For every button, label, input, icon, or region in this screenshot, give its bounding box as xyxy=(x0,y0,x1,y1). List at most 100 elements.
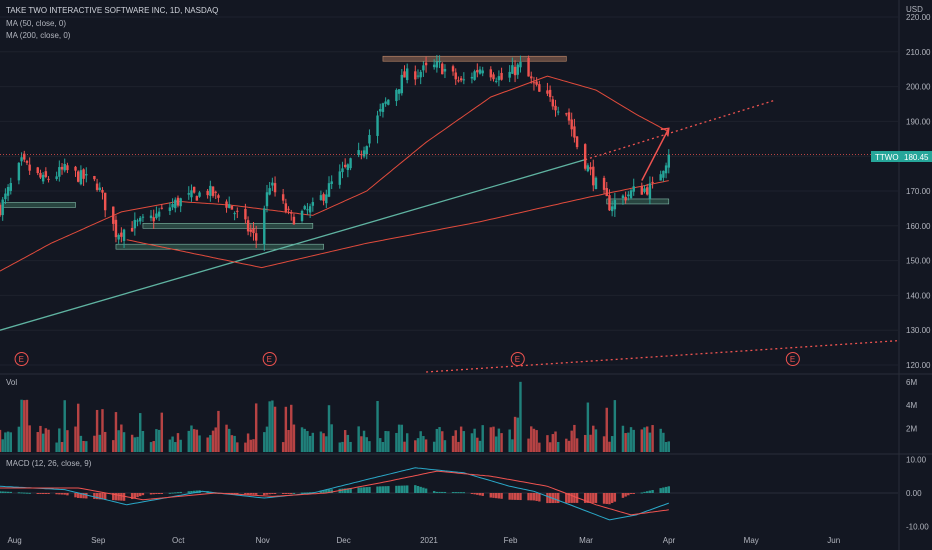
volume-bar xyxy=(454,430,457,452)
volume-bar xyxy=(565,438,568,452)
macd-histogram-bar xyxy=(252,493,255,495)
volume-bar xyxy=(47,429,50,452)
volume-bar xyxy=(319,431,323,452)
projection-arrow xyxy=(641,128,670,181)
candle-body xyxy=(149,215,153,219)
macd-histogram-bar xyxy=(63,493,66,495)
macd-histogram-bar xyxy=(473,493,476,495)
candle-body xyxy=(17,162,21,181)
volume-bar xyxy=(664,442,668,452)
candle-body xyxy=(365,146,368,155)
macd-histogram-bar xyxy=(516,493,519,500)
volume-bar xyxy=(327,405,331,452)
candle-body xyxy=(273,183,277,193)
price-zone xyxy=(606,198,670,205)
price-tick-label: 150.00 xyxy=(906,257,931,266)
candle-body xyxy=(176,197,180,206)
volume-bar xyxy=(548,442,552,452)
candle-body xyxy=(330,181,333,184)
macd-histogram-bar xyxy=(470,493,474,494)
macd-histogram-bar xyxy=(511,493,514,500)
macd-histogram-bar xyxy=(98,493,101,500)
volume-bar xyxy=(395,432,398,452)
volume-bar xyxy=(357,426,360,452)
macd-histogram-bar xyxy=(424,488,428,493)
volume-bar xyxy=(95,409,99,452)
volume-bar xyxy=(252,439,255,452)
volume-bar xyxy=(265,426,269,452)
volume-bar xyxy=(438,427,441,452)
macd-histogram-bar xyxy=(319,490,323,493)
candle-body xyxy=(613,199,617,210)
volume-bar xyxy=(28,425,31,452)
price-candles xyxy=(0,54,670,252)
candle-body xyxy=(457,80,460,82)
macd-histogram-bar xyxy=(422,487,425,493)
candle-body xyxy=(516,64,519,75)
volume-bar xyxy=(368,441,371,452)
macd-histogram-bar xyxy=(287,493,290,494)
macd-histogram-bar xyxy=(66,493,69,496)
volume-bar xyxy=(478,440,482,452)
volume-bar xyxy=(535,430,538,452)
candle-body xyxy=(254,233,258,241)
volume-bar xyxy=(610,436,614,452)
volume-bar xyxy=(76,403,80,452)
volume-bar xyxy=(602,436,606,452)
volume-bar xyxy=(629,427,633,452)
volume-bar xyxy=(103,431,107,452)
volume-bar xyxy=(457,441,460,452)
candle-body xyxy=(527,57,530,77)
axes: 120.00 130.00 140.00 150.00 160.00 170.00 180.… xyxy=(7,13,931,545)
time-tick-label: Feb xyxy=(504,536,518,545)
volume-bar xyxy=(228,428,231,452)
candle-body xyxy=(608,195,611,211)
candle-body xyxy=(387,99,390,105)
candle-body xyxy=(217,195,220,198)
candle-body xyxy=(667,154,670,168)
ticker-symbol: TTWO xyxy=(875,153,899,162)
macd-histogram-bar xyxy=(254,493,258,495)
macd-histogram-bar xyxy=(624,493,627,497)
macd-tick-label: 10.00 xyxy=(906,455,927,464)
volume-bar xyxy=(1,439,4,452)
macd-histogram-bar xyxy=(360,487,363,493)
volume-bar xyxy=(263,432,266,452)
candle-body xyxy=(252,228,255,234)
candle-body xyxy=(368,134,371,144)
volume-bar xyxy=(60,442,64,452)
candle-body xyxy=(60,166,64,170)
volume-bar xyxy=(160,412,164,452)
macd-histogram-bar xyxy=(23,492,26,494)
earnings-marker-label: E xyxy=(19,355,24,364)
volume-bar xyxy=(500,433,503,452)
macd-histogram-bar xyxy=(538,493,541,502)
candle-body xyxy=(249,229,253,232)
moving-averages xyxy=(0,75,670,272)
candle-body xyxy=(39,172,42,178)
macd-histogram-bar xyxy=(659,488,662,493)
candle-body xyxy=(25,161,29,163)
candle-body xyxy=(497,76,501,81)
volume-bar xyxy=(608,441,611,452)
macd-histogram-bar xyxy=(400,485,404,493)
volume-bar xyxy=(481,425,484,452)
candle-body xyxy=(459,78,463,81)
candle-body xyxy=(306,209,309,211)
candle-body xyxy=(322,194,325,201)
macd-histogram-bar xyxy=(451,492,455,494)
volume-bar xyxy=(139,413,142,452)
macd-histogram-bar xyxy=(176,492,180,494)
candle-body xyxy=(287,208,290,210)
volume-bar xyxy=(55,442,58,452)
price-tick-label: 210.00 xyxy=(906,48,931,57)
macd-histogram-bar xyxy=(60,493,64,495)
volume-bar xyxy=(651,425,654,452)
volume-bar xyxy=(441,431,444,452)
volume-bar xyxy=(141,430,145,452)
volume-bar xyxy=(130,434,134,452)
candle-body xyxy=(341,168,344,173)
candle-body xyxy=(300,210,304,222)
macd-histogram-bar xyxy=(44,493,48,494)
